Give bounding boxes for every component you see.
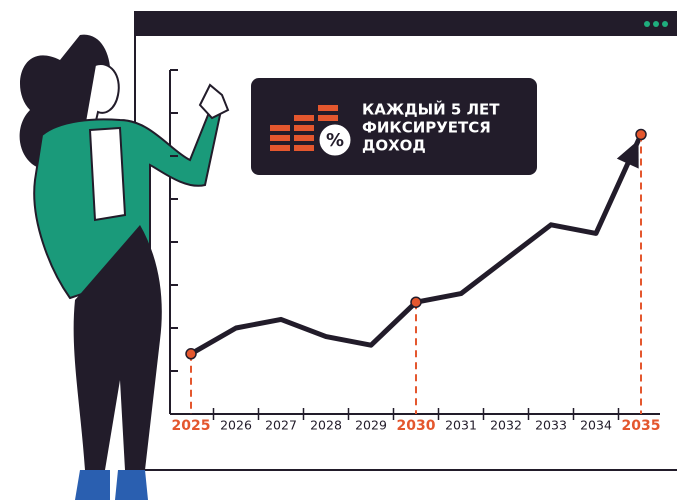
x-tick-label: 2029	[355, 418, 387, 433]
x-tick-label: 2033	[535, 418, 567, 433]
x-tick-label: 2032	[490, 418, 522, 433]
x-tick-label: 2030	[397, 418, 436, 434]
x-tick-label: 2025	[172, 418, 211, 434]
point	[635, 128, 647, 141]
x-tick-label: 2035	[622, 418, 661, 434]
dot	[662, 21, 668, 27]
callout-line: ДОХОД	[362, 137, 426, 155]
dot	[653, 21, 659, 27]
x-tick-label: 2034	[580, 418, 612, 433]
arrow-head	[616, 139, 639, 169]
x-tick-label: 2027	[265, 418, 297, 433]
callout-icon: %	[270, 105, 354, 159]
point	[410, 296, 422, 308]
callout-line: ФИКСИРУЕТСЯ	[362, 119, 491, 137]
x-tick-label: 2026	[220, 418, 252, 433]
x-tick-label: 2028	[310, 418, 342, 433]
svg-text:%: %	[326, 130, 344, 151]
point	[185, 348, 197, 360]
window-bar	[135, 12, 677, 36]
dot	[644, 21, 650, 27]
chart: 2025 2026 2027 2028 2029 2030 2031 2032 2033 2034…	[170, 69, 661, 434]
callout-line: КАЖДЫЙ 5 ЛЕТ	[362, 100, 500, 119]
x-tick-label: 2031	[445, 418, 477, 433]
